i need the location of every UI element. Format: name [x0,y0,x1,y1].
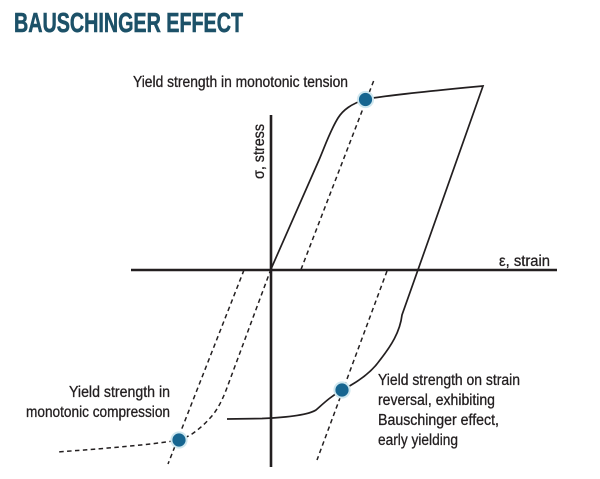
svg-text:σ, stress: σ, stress [251,124,268,179]
svg-text:ε, strain: ε, strain [499,253,550,270]
svg-text:Yield strength on strain: Yield strength on strain [378,372,520,389]
svg-text:Yield strength in: Yield strength in [69,384,170,401]
svg-text:monotonic compression: monotonic compression [26,404,170,421]
svg-text:Bauschinger effect,: Bauschinger effect, [378,412,499,429]
svg-text:BAUSCHINGER EFFECT: BAUSCHINGER EFFECT [14,7,243,38]
svg-text:early yielding: early yielding [378,432,458,449]
svg-text:reversal, exhibiting: reversal, exhibiting [378,392,495,409]
svg-text:Yield strength in monotonic te: Yield strength in monotonic tension [133,74,348,91]
